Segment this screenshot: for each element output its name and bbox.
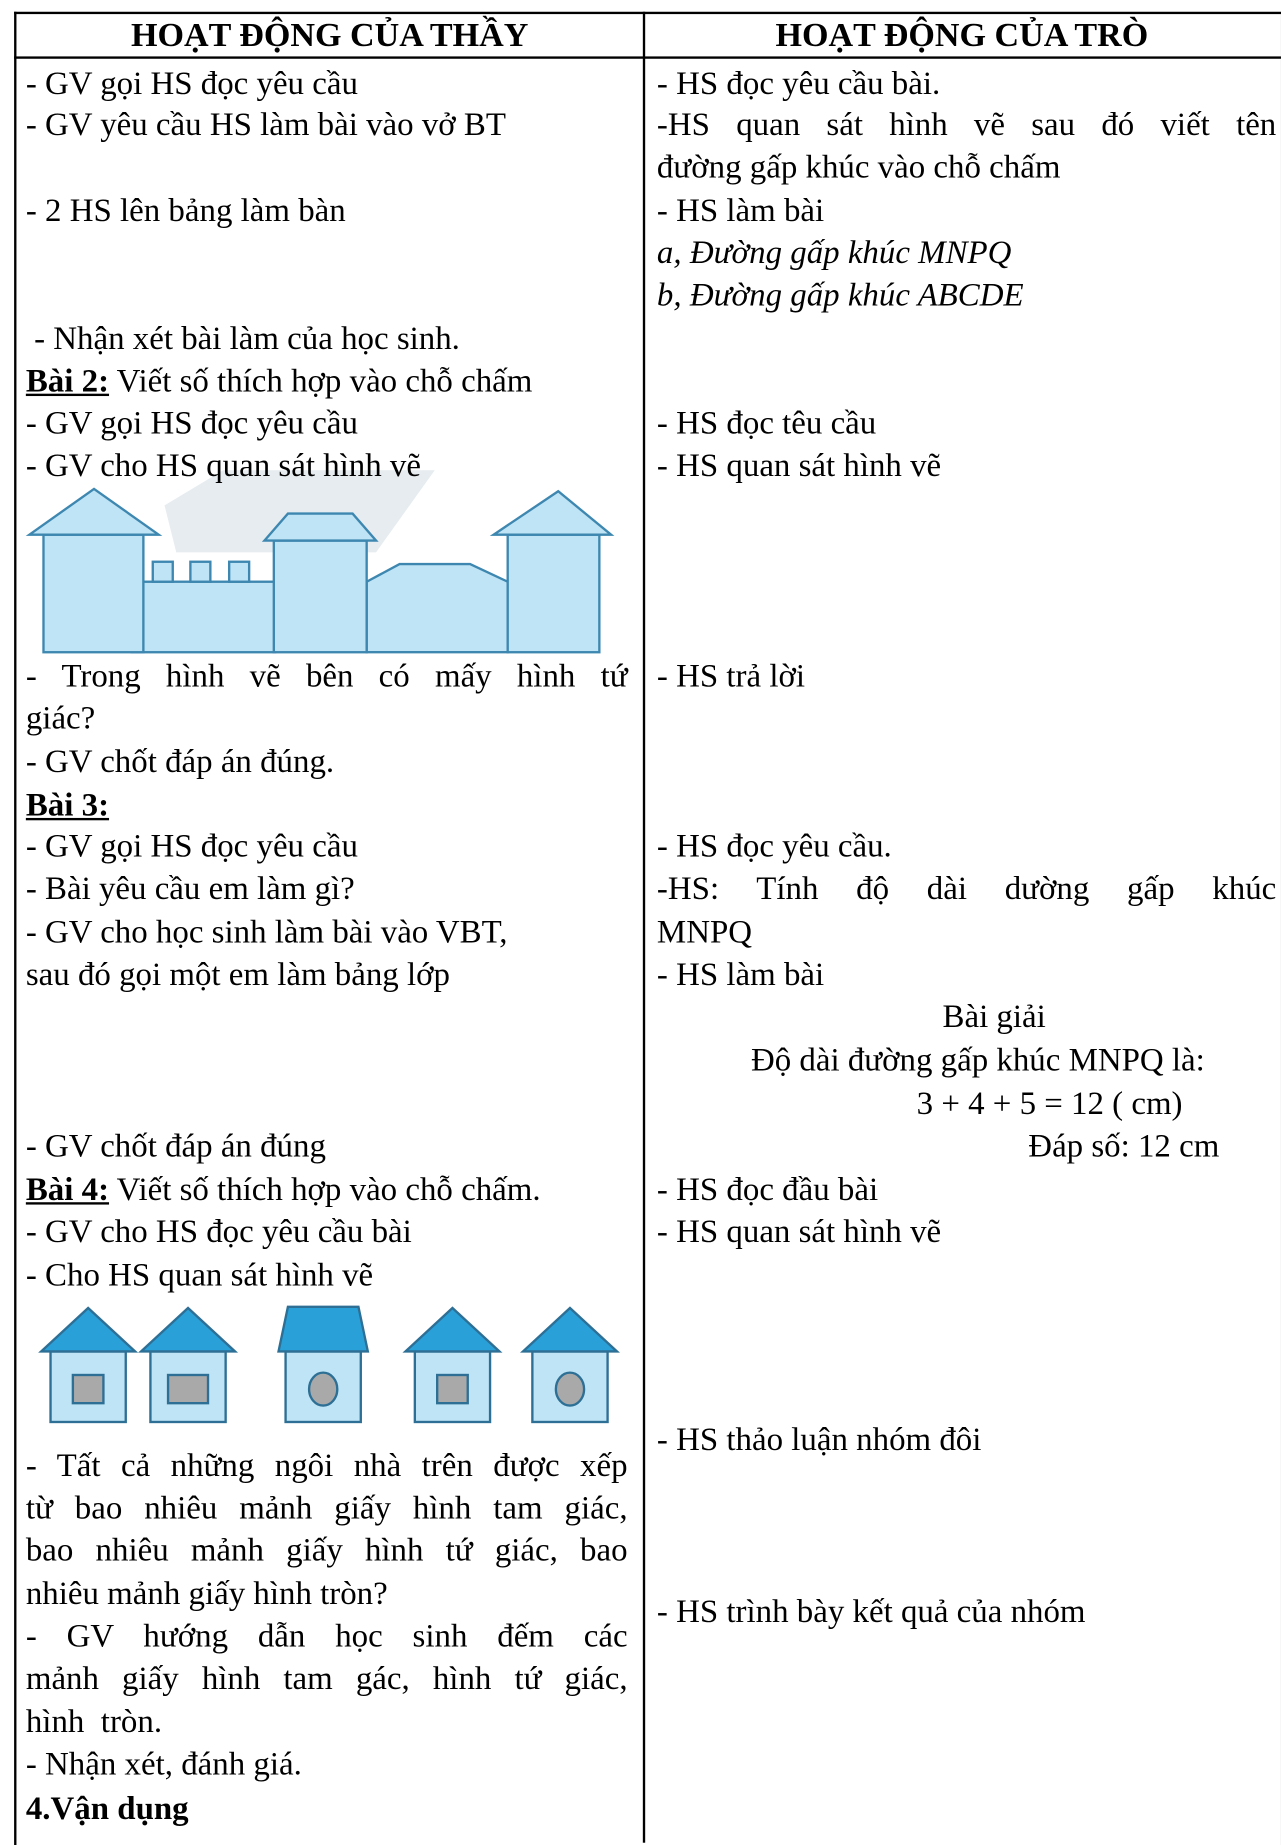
text-line: - HS quan sát hình vẽ (656, 1213, 942, 1251)
text-line: - HS quan sát hình vẽ (656, 447, 942, 485)
text-line: - GV cho học sinh làm bài vào VBT, (25, 914, 508, 951)
exercise-text: Viết số thích hợp vào chỗ chấm. (109, 1171, 541, 1209)
text-line: - Nhận xét, đánh giá. (25, 1746, 302, 1783)
column-divider (642, 11, 646, 1843)
exercise-text: Viết số thích hợp vào chỗ chấm (109, 363, 533, 400)
text-line: nhiêu mảnh giấy hình tròn? (25, 1575, 388, 1613)
text-line: - Tất cả những ngôi nhà trên được xếp (25, 1447, 628, 1485)
text-line: - GV chốt đáp án đúng. (25, 743, 335, 781)
text-line: mảnh giấy hình tam gác, hình tứ giác, (25, 1660, 628, 1697)
text-line: sau đó gọi một em làm bảng lớp (25, 956, 450, 994)
text-line: 3 + 4 + 5 = 12 ( cm) (916, 1085, 1183, 1123)
text-line: - HS trả lời (656, 658, 806, 695)
text-line: Bài 2: Viết số thích hợp vào chỗ chấm (26, 361, 532, 403)
text-line: - HS đọc yêu cầu bài. (656, 65, 941, 103)
text-line: Bài giải (942, 998, 1046, 1036)
text-line: - GV gọi HS đọc yêu cầu (25, 828, 358, 865)
text-line: - HS làm bài (656, 956, 825, 994)
header-left: HOẠT ĐỘNG CỦA THẦY (130, 16, 529, 55)
text-line: đường gấp khúc vào chỗ chấm (656, 149, 1061, 186)
text-line: a, Đường gấp khúc MNPQ (656, 235, 1012, 272)
text-line: - 2 HS lên bảng làm bàn (25, 192, 346, 230)
exercise-label: Bài 3: (25, 787, 110, 824)
text-line: Bài 3: (26, 785, 109, 827)
text-line: - GV gọi HS đọc yêu cầu (25, 65, 358, 103)
text-line: giác? (25, 700, 96, 737)
text-line: -HS quan sát hình vẽ sau đó viết tên (656, 106, 1277, 144)
text-line: - HS đọc têu cầu (656, 405, 877, 442)
text-line: - HS thảo luận nhóm đôi (656, 1421, 982, 1459)
exercise-label: Bài 2: (25, 363, 110, 400)
text-line: - Cho HS quan sát hình vẽ (25, 1257, 374, 1294)
text-line: - HS làm bài (656, 192, 825, 230)
text-line: Bài 4: Viết số thích hợp vào chỗ chấm. (26, 1169, 541, 1211)
text-line: - Nhận xét bài làm của học sinh. (25, 320, 460, 358)
text-line: - GV cho HS quan sát hình vẽ (25, 447, 421, 485)
exercise-label: Bài 4: (25, 1171, 110, 1209)
text-line: - GV yêu cầu HS làm bài vào vở BT (25, 106, 506, 144)
text-line: từ bao nhiêu mảnh giấy hình tam giác, (25, 1490, 628, 1527)
text-line: - Trong hình vẽ bên có mấy hình tứ (25, 658, 628, 695)
text-line: - HS trình bày kết quả của nhóm (656, 1593, 1086, 1631)
text-line: -HS: Tính độ dài dường gấp khúc (656, 870, 1277, 908)
text-line: - HS đọc đầu bài (656, 1171, 879, 1209)
houses-figure (38, 1305, 620, 1424)
text-line: Đáp số: 12 cm (1028, 1128, 1220, 1165)
text-line: b, Đường gấp khúc ABCDE (656, 277, 1024, 314)
text-line: - GV gọi HS đọc yêu cầu (25, 405, 358, 442)
text-line: bao nhiêu mảnh giấy hình tứ giác, bao (25, 1532, 628, 1569)
text-line: - GV hướng dẫn học sinh đếm các (25, 1618, 628, 1655)
text-line: Độ dài đường gấp khúc MNPQ là: (750, 1042, 1205, 1079)
castle-figure (25, 470, 615, 654)
header-divider (14, 56, 1281, 59)
text-line: 4.Vận dụng (25, 1791, 189, 1828)
text-line: hình tròn. (25, 1704, 163, 1741)
text-line: - Bài yêu cầu em làm gì? (25, 870, 355, 908)
header-right: HOẠT ĐỘNG CỦA TRÒ (775, 16, 1149, 55)
text-line: - HS đọc yêu cầu. (656, 828, 892, 865)
text-line: - GV chốt đáp án đúng (25, 1128, 326, 1165)
text-line: MNPQ (656, 914, 753, 951)
text-line: - GV cho HS đọc yêu cầu bài (25, 1213, 412, 1251)
